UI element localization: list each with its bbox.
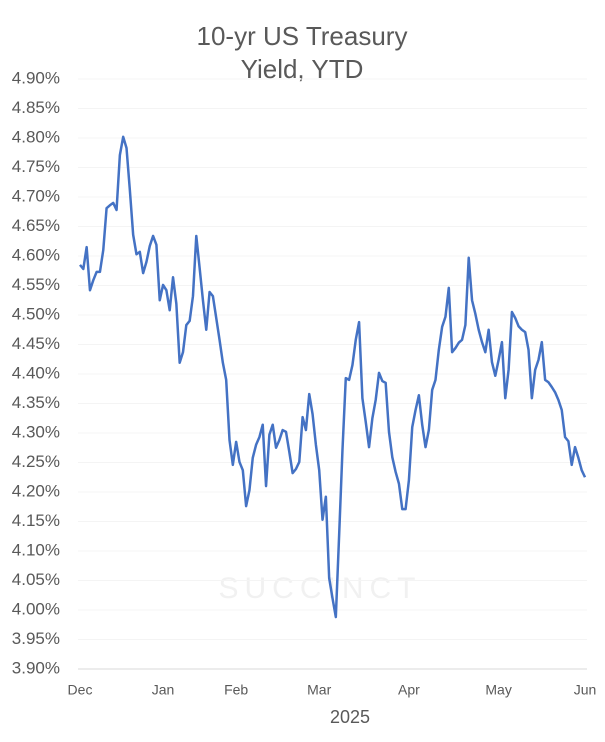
y-tick-label: 4.85%	[12, 98, 60, 117]
x-tick-label: May	[485, 682, 511, 698]
y-tick-label: 4.80%	[12, 127, 60, 146]
x-tick-label: Dec	[68, 682, 93, 698]
y-tick-label: 4.00%	[12, 599, 60, 618]
watermark: SUCCINCT	[219, 572, 422, 605]
series-line	[79, 135, 587, 619]
y-tick-label: 4.90%	[12, 68, 60, 87]
y-tick-label: 4.60%	[12, 245, 60, 264]
x-tick-label: Feb	[224, 682, 248, 698]
y-tick-label: 4.75%	[12, 157, 60, 176]
y-tick-label: 3.90%	[12, 658, 60, 677]
x-tick-label: Jan	[152, 682, 175, 698]
y-tick-label: 4.25%	[12, 452, 60, 471]
chart-title: 10-yr US Treasury Yield, YTD	[196, 21, 408, 84]
y-tick-label: 4.45%	[12, 334, 60, 353]
y-tick-label: 4.40%	[12, 363, 60, 382]
y-tick-label: 4.30%	[12, 422, 60, 441]
y-tick-label: 4.70%	[12, 186, 60, 205]
x-tick-label: Mar	[307, 682, 331, 698]
y-tick-label: 4.15%	[12, 511, 60, 530]
y-tick-label: 4.65%	[12, 216, 60, 235]
x-axis-label: 2025	[330, 707, 370, 727]
x-tick-label: Jun	[574, 682, 597, 698]
y-tick-label: 4.50%	[12, 304, 60, 323]
y-tick-label: 3.95%	[12, 629, 60, 648]
y-tick-label: 4.20%	[12, 481, 60, 500]
x-tick-label: Apr	[398, 682, 420, 698]
y-tick-label: 4.55%	[12, 275, 60, 294]
y-tick-label: 4.05%	[12, 570, 60, 589]
y-tick-label: 4.35%	[12, 393, 60, 412]
y-tick-label: 4.10%	[12, 540, 60, 559]
